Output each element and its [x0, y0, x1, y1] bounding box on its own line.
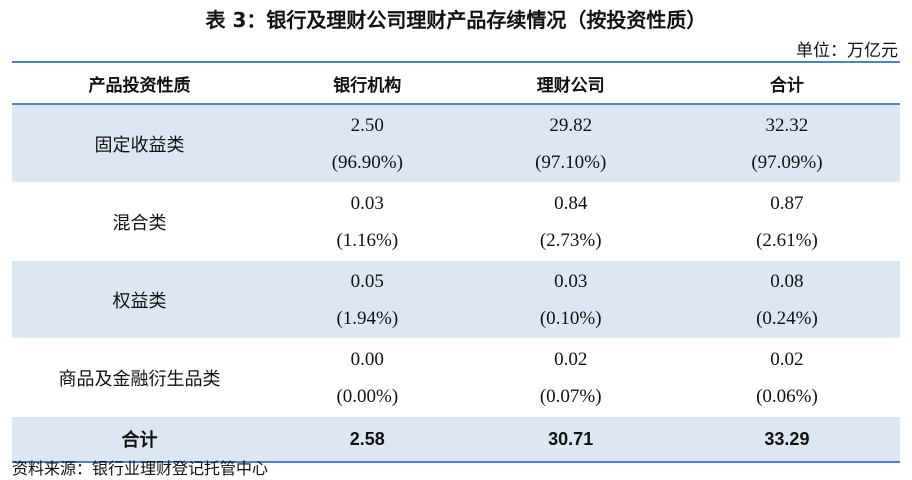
- total-row: 合计 2.58 30.71 33.29: [12, 416, 900, 463]
- unit: 单位：万亿元: [796, 41, 898, 61]
- table-row: 混合类 0.03 (1.16%) 0.84 (2.73%) 0.87 (2.61%): [12, 182, 900, 261]
- cell: 0.03 (0.10%): [467, 260, 674, 339]
- cell-value: 0.05: [350, 270, 384, 292]
- cell-value: 0.08: [770, 270, 804, 292]
- cell-share: (0.06%): [756, 385, 818, 407]
- cell-share: (96.90%): [331, 151, 403, 173]
- header-cell: 产品投资性质: [12, 61, 268, 105]
- cell-share: (97.09%): [751, 151, 823, 173]
- header-cell: 合计: [673, 61, 900, 105]
- table: 产品投资性质 银行机构 理财公司 合计 固定收益类 2.50 (96.90%) 29.82(…: [12, 61, 900, 463]
- cell-value: 0.03: [350, 192, 384, 214]
- cell-value: 32.32: [765, 114, 809, 136]
- cell-share: (0.00%): [336, 385, 399, 407]
- cell-value: 0.02: [554, 348, 588, 370]
- cell: 0.03 (1.16%): [267, 182, 468, 261]
- cell-value: 0.03: [554, 270, 588, 292]
- cell: 2.50 (96.90%): [267, 104, 468, 183]
- cell-value: 0.00: [350, 348, 384, 370]
- cell: 32.32 (97.09%): [673, 104, 900, 183]
- row-label: 商品及金融衍生品类: [12, 338, 268, 417]
- table-row: 商品及金融衍生品类 0.00 (0.00%) 0.02 (0.07%) 0.02 (0.06…: [12, 338, 900, 417]
- cell: 0.84 (2.73%): [467, 182, 674, 261]
- cell: 0.08 (0.24%): [673, 260, 900, 339]
- cell: 0.87 (2.61%): [673, 182, 900, 261]
- cell-value: 0.84: [554, 192, 588, 214]
- cell-share: (2.73%): [539, 229, 602, 251]
- table-row: 固定收益类 2.50 (96.90%) 29.82 (97.10%) 32.32 (97.0…: [12, 104, 900, 183]
- row-label: 权益类: [12, 260, 268, 339]
- cell: 0.02 (0.07%): [467, 338, 674, 417]
- table-row: 权益类 0.05 (1.94%) 0.03 (0.10%) 0.08 (0.24%): [12, 260, 900, 339]
- title: 表 3：银行及理财公司理财产品存续情况（按投资性质）: [205, 8, 707, 32]
- cell-value: 29.82: [549, 114, 593, 136]
- cell-share: (1.94%): [336, 307, 399, 329]
- header-row: 产品投资性质 银行机构 理财公司 合计: [12, 61, 900, 105]
- total-value: 30.71: [467, 416, 674, 463]
- cell: 29.82 (97.10%): [467, 104, 674, 183]
- total-label: 合计: [12, 416, 268, 463]
- cell: 0.00 (0.00%): [267, 338, 468, 417]
- cell-share: (97.10%): [535, 151, 607, 173]
- total-value: 33.29: [673, 416, 900, 463]
- cell-value: 0.87: [770, 192, 804, 214]
- cell-share: (1.16%): [336, 229, 399, 251]
- row-label: 混合类: [12, 182, 268, 261]
- header-cell: 银行机构: [267, 61, 468, 105]
- cell-share: (2.61%): [756, 229, 818, 251]
- cell-share: (0.07%): [539, 385, 602, 407]
- source: 资料来源：银行业理财登记托管中心: [12, 459, 269, 478]
- cell: 0.05 (1.94%): [267, 260, 468, 339]
- header-cell: 理财公司: [467, 61, 674, 105]
- cell-share: (0.24%): [756, 307, 818, 329]
- total-value: 2.58: [267, 416, 468, 463]
- cell-value: 0.02: [770, 348, 804, 370]
- row-label: 固定收益类: [12, 104, 268, 183]
- cell-share: (0.10%): [539, 307, 602, 329]
- cell: 0.02 (0.06%): [673, 338, 900, 417]
- cell-value: 2.50: [350, 114, 384, 136]
